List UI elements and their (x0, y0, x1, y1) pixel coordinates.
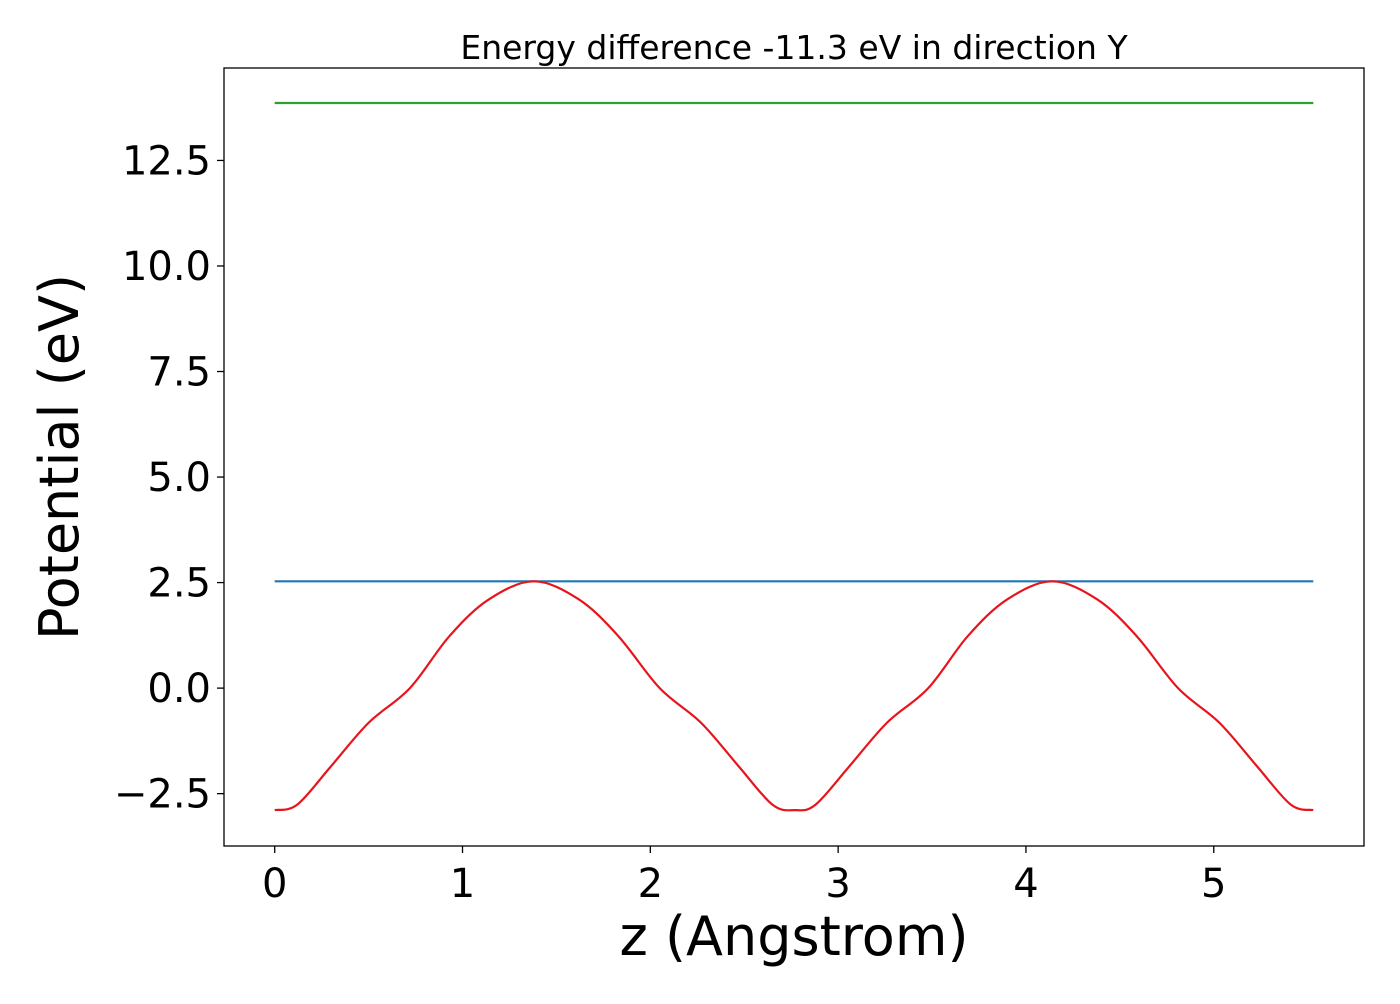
x-axis-ticks: 0 1 2 3 4 5 (262, 846, 1226, 907)
y-tick-label: 5.0 (147, 455, 211, 501)
x-tick-label: 2 (638, 861, 663, 907)
y-tick-label: 7.5 (147, 350, 211, 396)
y-tick-label: −2.5 (114, 772, 211, 818)
y-tick-label: 10.0 (122, 244, 211, 290)
x-tick-label: 4 (1013, 861, 1038, 907)
x-tick-label: 1 (450, 861, 475, 907)
series-line-potential (274, 580, 1314, 812)
y-tick-label: 2.5 (147, 561, 211, 607)
x-axis-label: z (Angstrom) (619, 905, 968, 968)
y-axis-ticks: −2.5 0.0 2.5 5.0 7.5 10.0 12.5 (114, 138, 224, 818)
x-tick-label: 5 (1201, 861, 1226, 907)
x-tick-label: 3 (825, 861, 850, 907)
axes-frame (223, 67, 1365, 847)
y-tick-label: 12.5 (122, 138, 211, 184)
plot-lines (274, 101, 1314, 812)
y-tick-label: 0.0 (147, 666, 211, 712)
y-axis-label: Potential (eV) (28, 274, 91, 640)
x-tick-label: 0 (262, 861, 287, 907)
chart-title: Energy difference -11.3 eV in direction … (460, 28, 1128, 67)
